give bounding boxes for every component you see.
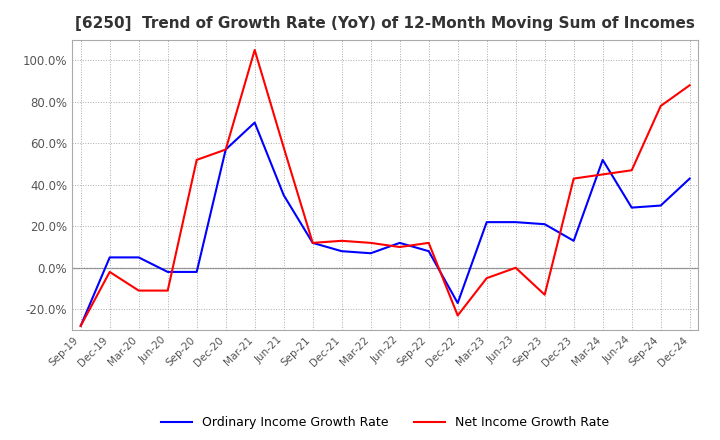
Ordinary Income Growth Rate	[685, 176, 694, 181]
Ordinary Income Growth Rate	[135, 255, 143, 260]
Net Income Growth Rate	[541, 292, 549, 297]
Net Income Growth Rate	[570, 176, 578, 181]
Net Income Growth Rate	[135, 288, 143, 293]
Ordinary Income Growth Rate	[541, 222, 549, 227]
Net Income Growth Rate	[192, 157, 201, 162]
Ordinary Income Growth Rate	[192, 269, 201, 275]
Net Income Growth Rate	[163, 288, 172, 293]
Ordinary Income Growth Rate	[511, 220, 520, 225]
Net Income Growth Rate	[424, 240, 433, 246]
Ordinary Income Growth Rate	[598, 157, 607, 162]
Net Income Growth Rate	[657, 103, 665, 109]
Ordinary Income Growth Rate	[482, 220, 491, 225]
Ordinary Income Growth Rate	[424, 249, 433, 254]
Ordinary Income Growth Rate	[395, 240, 404, 246]
Ordinary Income Growth Rate	[308, 240, 317, 246]
Net Income Growth Rate	[105, 269, 114, 275]
Title: [6250]  Trend of Growth Rate (YoY) of 12-Month Moving Sum of Incomes: [6250] Trend of Growth Rate (YoY) of 12-…	[76, 16, 695, 32]
Net Income Growth Rate	[338, 238, 346, 243]
Ordinary Income Growth Rate	[657, 203, 665, 208]
Ordinary Income Growth Rate	[627, 205, 636, 210]
Ordinary Income Growth Rate	[251, 120, 259, 125]
Net Income Growth Rate	[482, 275, 491, 281]
Net Income Growth Rate	[308, 240, 317, 246]
Ordinary Income Growth Rate	[163, 269, 172, 275]
Ordinary Income Growth Rate	[279, 193, 288, 198]
Net Income Growth Rate	[598, 172, 607, 177]
Ordinary Income Growth Rate	[570, 238, 578, 243]
Legend: Ordinary Income Growth Rate, Net Income Growth Rate: Ordinary Income Growth Rate, Net Income …	[156, 411, 614, 434]
Net Income Growth Rate	[251, 48, 259, 53]
Net Income Growth Rate	[279, 145, 288, 150]
Net Income Growth Rate	[454, 313, 462, 318]
Net Income Growth Rate	[366, 240, 375, 246]
Net Income Growth Rate	[395, 244, 404, 249]
Ordinary Income Growth Rate	[76, 323, 85, 329]
Ordinary Income Growth Rate	[105, 255, 114, 260]
Ordinary Income Growth Rate	[221, 147, 230, 152]
Net Income Growth Rate	[685, 83, 694, 88]
Ordinary Income Growth Rate	[338, 249, 346, 254]
Line: Ordinary Income Growth Rate: Ordinary Income Growth Rate	[81, 123, 690, 326]
Line: Net Income Growth Rate: Net Income Growth Rate	[81, 50, 690, 326]
Net Income Growth Rate	[627, 168, 636, 173]
Net Income Growth Rate	[76, 323, 85, 329]
Net Income Growth Rate	[221, 147, 230, 152]
Ordinary Income Growth Rate	[454, 301, 462, 306]
Ordinary Income Growth Rate	[366, 251, 375, 256]
Net Income Growth Rate	[511, 265, 520, 271]
